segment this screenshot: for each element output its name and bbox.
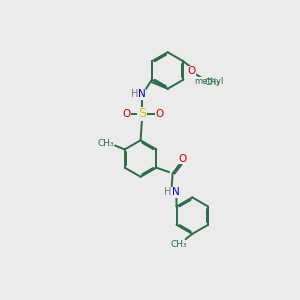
Text: O: O	[156, 109, 164, 119]
Text: CH₃: CH₃	[98, 139, 115, 148]
Text: CH₃: CH₃	[170, 240, 187, 249]
Text: H: H	[164, 187, 171, 197]
Text: O: O	[122, 109, 130, 119]
Text: O: O	[179, 154, 187, 164]
Text: CH₃: CH₃	[205, 78, 220, 87]
Text: methyl: methyl	[194, 77, 224, 86]
Text: N: N	[172, 187, 179, 197]
Text: O: O	[187, 66, 195, 76]
Text: H: H	[131, 89, 138, 99]
Text: S: S	[138, 107, 146, 120]
Text: N: N	[138, 89, 146, 99]
